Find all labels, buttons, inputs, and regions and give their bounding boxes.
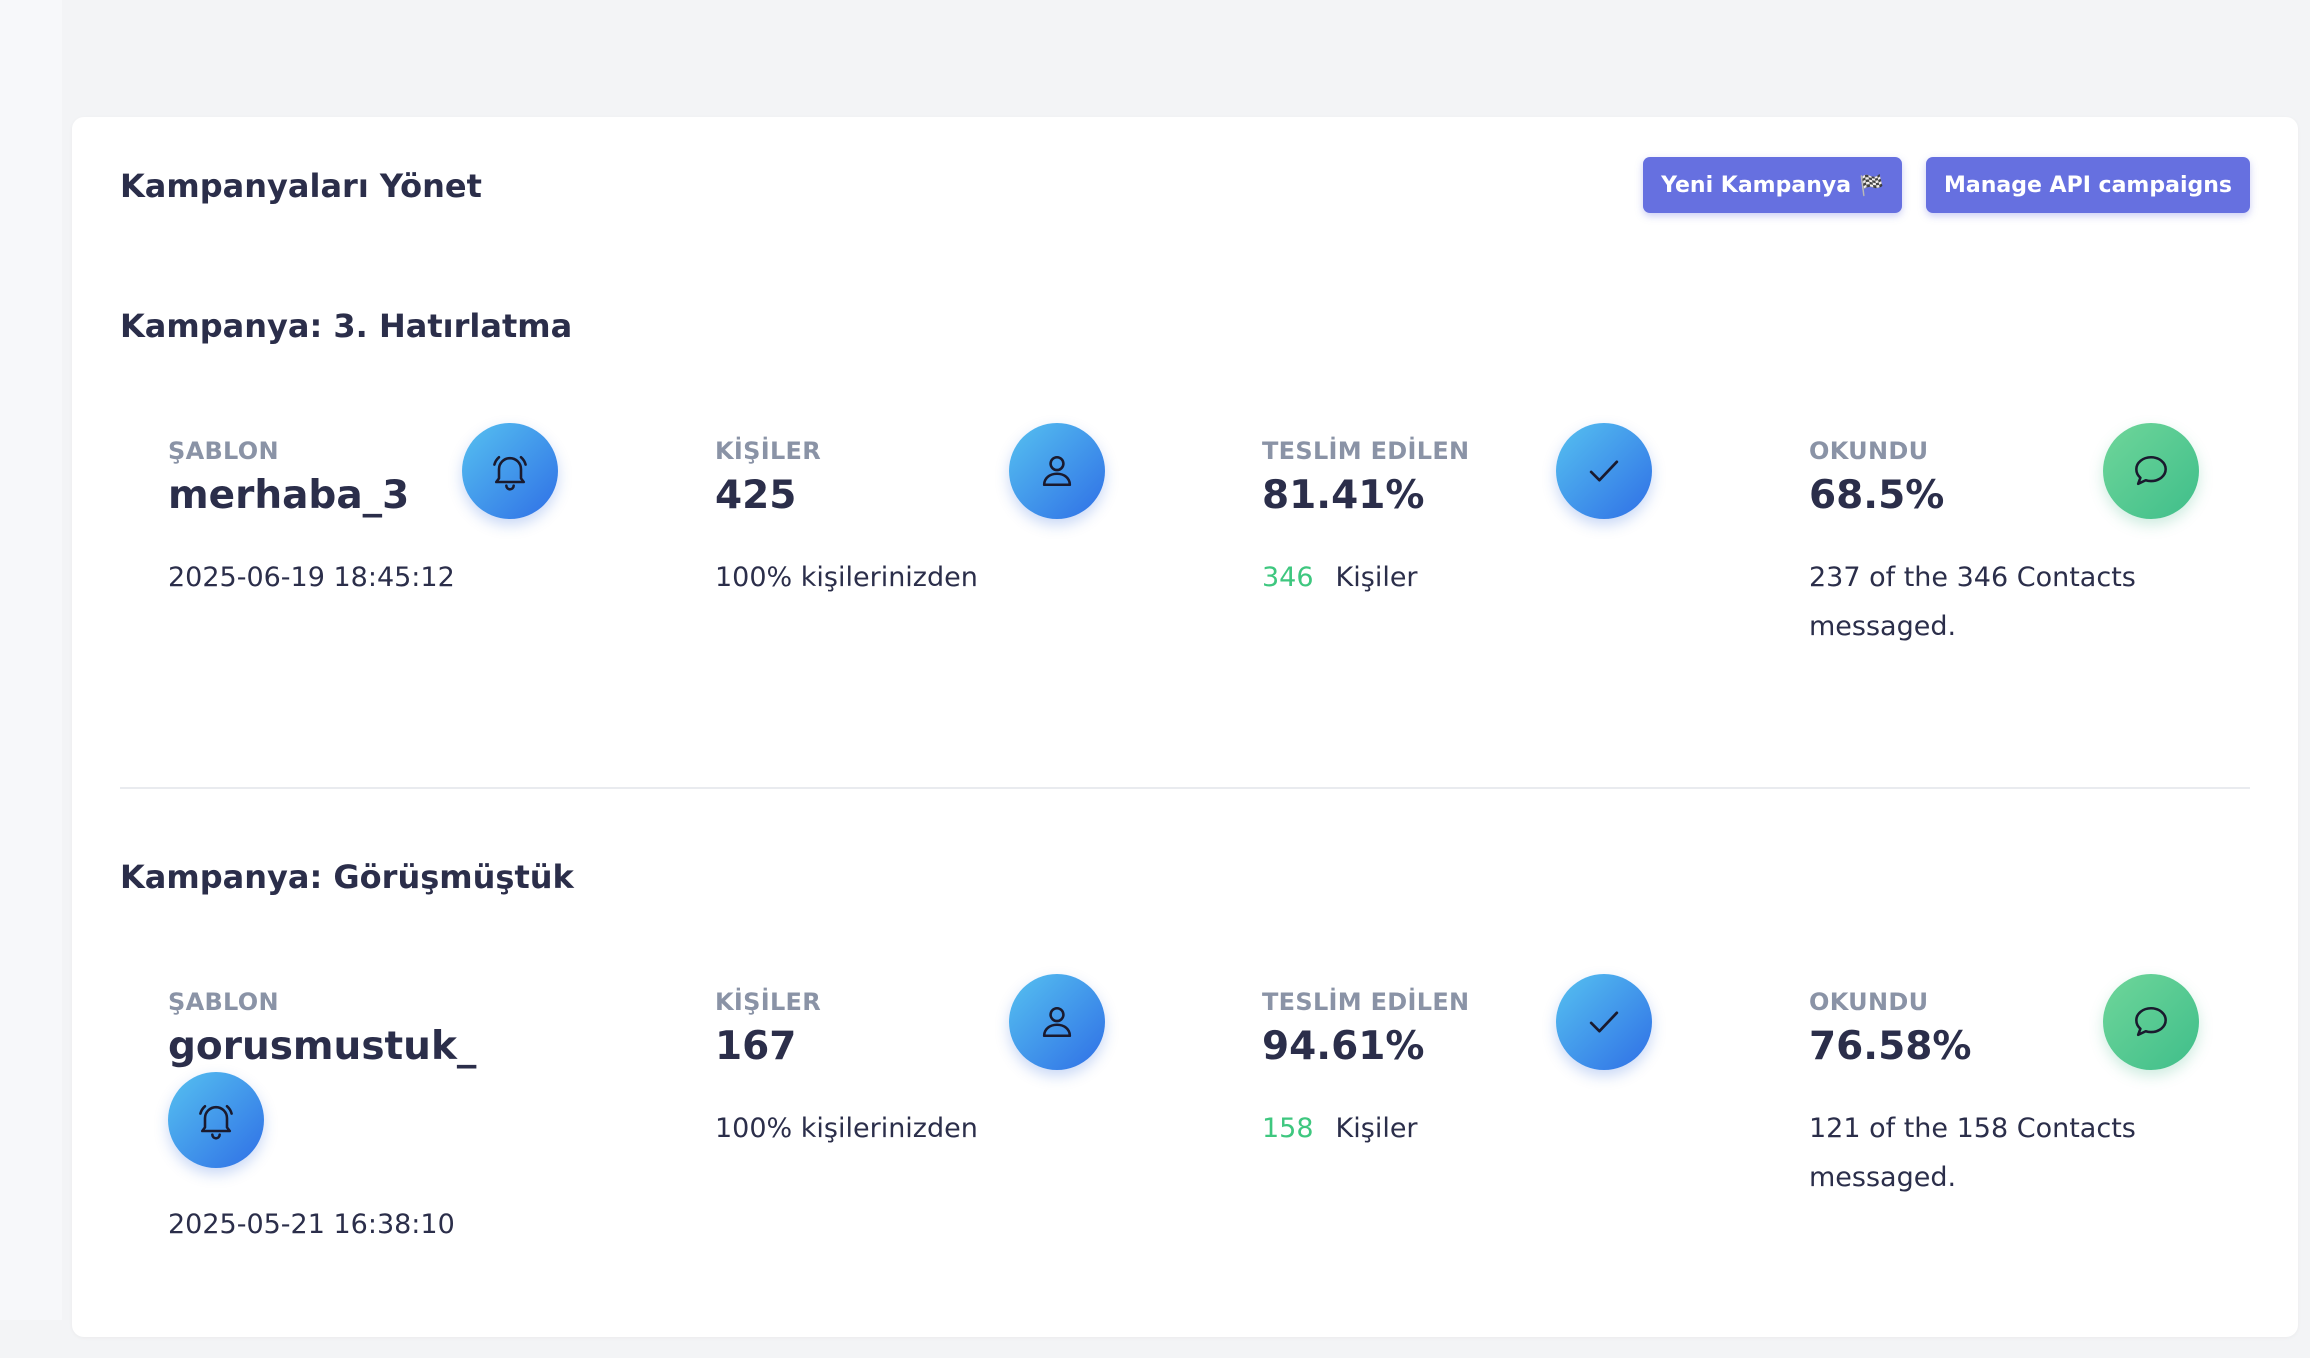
stat-value: 81.41% xyxy=(1262,473,1425,518)
stat-value: 425 xyxy=(715,473,797,518)
chat-bubble-icon xyxy=(2103,423,2199,519)
campaign-title: Kampanya: Görüşmüştük xyxy=(120,858,574,896)
stat-read: OKUNDU 76.58% 121 of the 158 Contacts me… xyxy=(1809,974,2229,1228)
campaign-block: Kampanya: Görüşmüştük ŞABLON gorusmustuk… xyxy=(120,858,2250,1358)
delivered-count-label: Kişiler xyxy=(1335,1113,1418,1144)
read-description: 237 of the 346 Contacts messaged. xyxy=(1809,562,2136,642)
delivered-count-label: Kişiler xyxy=(1335,562,1418,593)
user-icon xyxy=(1009,423,1105,519)
stat-label: OKUNDU xyxy=(1809,988,1929,1016)
chat-bubble-icon xyxy=(2103,974,2199,1070)
new-campaign-button[interactable]: Yeni Kampanya 🏁 xyxy=(1643,157,1902,213)
campaign-date: 2025-05-21 16:38:10 xyxy=(168,1209,455,1240)
read-description: 121 of the 158 Contacts messaged. xyxy=(1809,1113,2136,1193)
user-icon xyxy=(1009,974,1105,1070)
manage-api-campaigns-label: Manage API campaigns xyxy=(1943,172,2232,198)
manage-api-campaigns-button[interactable]: Manage API campaigns xyxy=(1925,157,2250,213)
stat-label: TESLİM EDİLEN xyxy=(1262,437,1470,465)
new-campaign-button-label: Yeni Kampanya xyxy=(1661,172,1852,198)
stat-label: KİŞİLER xyxy=(715,437,822,465)
contacts-percentage: 100% kişilerinizden xyxy=(715,562,978,593)
bell-icon xyxy=(168,1072,264,1168)
check-icon xyxy=(1556,423,1652,519)
campaign-title: Kampanya: 3. Hatırlatma xyxy=(120,307,573,345)
stat-value: merhaba_3 xyxy=(168,473,410,518)
delivered-count: 346 xyxy=(1262,562,1314,593)
stat-contacts: KİŞİLER 425 100% kişilerinizden xyxy=(715,423,1135,637)
stat-delivered: TESLİM EDİLEN 81.41% 346 Kişiler xyxy=(1262,423,1682,637)
stat-value: 68.5% xyxy=(1809,473,1945,518)
card-header: Kampanyaları Yönet Yeni Kampanya 🏁 Manag… xyxy=(120,157,2250,217)
stat-label: KİŞİLER xyxy=(715,988,822,1016)
stat-label: TESLİM EDİLEN xyxy=(1262,988,1470,1016)
stat-read: OKUNDU 68.5% 237 of the 346 Contacts mes… xyxy=(1809,423,2229,677)
flag-icon: 🏁 xyxy=(1859,173,1884,197)
stat-contacts: KİŞİLER 167 100% kişilerinizden xyxy=(715,974,1135,1188)
stat-value: 94.61% xyxy=(1262,1024,1425,1069)
campaign-divider xyxy=(120,787,2250,789)
stat-value: 76.58% xyxy=(1809,1024,1972,1069)
bell-icon xyxy=(462,423,558,519)
contacts-percentage: 100% kişilerinizden xyxy=(715,1113,978,1144)
campaign-block: Kampanya: 3. Hatırlatma ŞABLON merhaba_3… xyxy=(120,307,2250,777)
stat-template: ŞABLON merhaba_3 2025-06-19 18:45:12 xyxy=(168,423,588,637)
stat-template: ŞABLON gorusmustuk_ 2025-05-21 16:38:10 xyxy=(168,988,588,1288)
header-actions: Yeni Kampanya 🏁 Manage API campaigns xyxy=(1643,157,2250,213)
campaign-date: 2025-06-19 18:45:12 xyxy=(168,562,455,593)
delivered-count-row: 158 Kişiler xyxy=(1262,1104,1418,1153)
campaigns-card: Kampanyaları Yönet Yeni Kampanya 🏁 Manag… xyxy=(72,117,2298,1337)
stat-value: 167 xyxy=(715,1024,797,1069)
stat-delivered: TESLİM EDİLEN 94.61% 158 Kişiler xyxy=(1262,974,1682,1188)
sidebar-edge xyxy=(0,0,62,1320)
stat-label: ŞABLON xyxy=(168,437,279,465)
check-icon xyxy=(1556,974,1652,1070)
stat-label: ŞABLON xyxy=(168,988,279,1016)
delivered-count-row: 346 Kişiler xyxy=(1262,553,1418,602)
page-title: Kampanyaları Yönet xyxy=(120,167,482,205)
stat-value: gorusmustuk_ xyxy=(168,1024,477,1069)
stat-label: OKUNDU xyxy=(1809,437,1929,465)
delivered-count: 158 xyxy=(1262,1113,1314,1144)
